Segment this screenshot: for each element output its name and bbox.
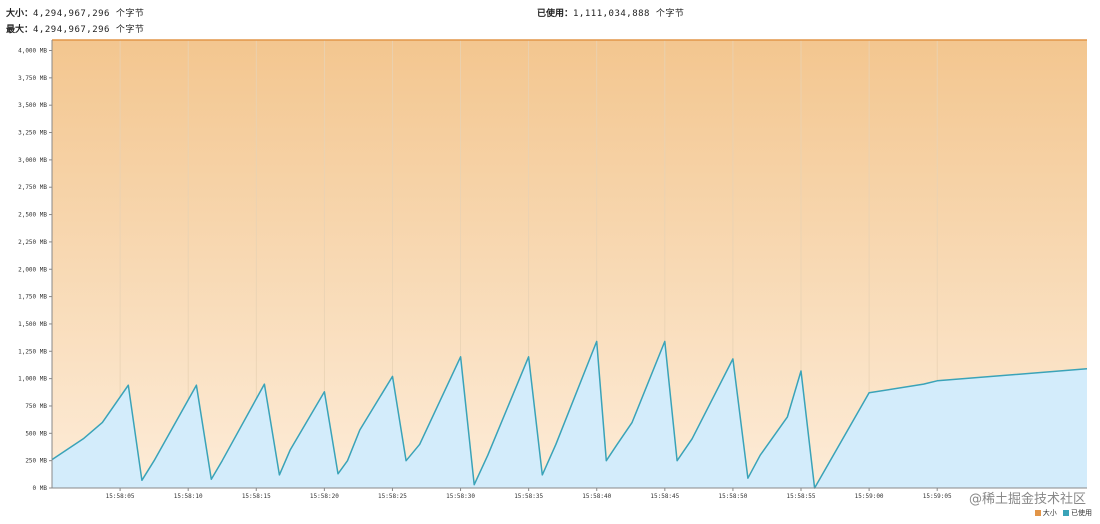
used-readout: 已使用：1,111,034,888 个字节 (537, 6, 684, 19)
max-value: 4,294,967,296 个字节 (33, 25, 145, 35)
y-tick-label: 1,250 MB (18, 348, 47, 355)
x-tick-label: 15:59:00 (855, 493, 884, 500)
y-tick-label: 500 MB (25, 430, 47, 437)
size-label: 大小： (6, 9, 34, 19)
x-tick-label: 15:58:35 (514, 493, 543, 500)
max-label: 最大： (6, 25, 34, 35)
y-tick-label: 3,750 MB (18, 75, 47, 82)
y-tick-label: 250 MB (25, 458, 47, 465)
x-tick-label: 15:58:50 (718, 493, 747, 500)
y-tick-label: 2,500 MB (18, 212, 47, 219)
legend-label-used: 已使用 (1071, 509, 1092, 517)
y-tick-label: 3,000 MB (18, 157, 47, 164)
y-tick-label: 1,000 MB (18, 376, 47, 383)
y-tick-label: 750 MB (25, 403, 47, 410)
x-tick-label: 15:58:40 (582, 493, 611, 500)
used-value: 1,111,034,888 个字节 (573, 9, 685, 19)
y-tick-label: 0 MB (33, 485, 48, 492)
y-tick-label: 3,250 MB (18, 130, 47, 137)
y-tick-label: 1,750 MB (18, 294, 47, 301)
y-tick-label: 2,750 MB (18, 184, 47, 191)
y-tick-label: 1,500 MB (18, 321, 47, 328)
y-tick-label: 4,000 MB (18, 48, 47, 55)
x-tick-label: 15:58:45 (650, 493, 679, 500)
used-area (52, 341, 1087, 488)
used-label: 已使用： (537, 9, 574, 19)
x-tick-label: 15:59:05 (923, 493, 952, 500)
x-tick-label: 15:58:10 (174, 493, 203, 500)
chart-legend: 大小 已使用 (1034, 508, 1092, 518)
x-tick-label: 15:58:25 (378, 493, 407, 500)
y-tick-label: 3,500 MB (18, 102, 47, 109)
used-series-line (51, 340, 1088, 489)
x-tick-label: 15:58:20 (310, 493, 339, 500)
size-readout: 大小：4,294,967,296 个字节 (6, 6, 144, 19)
x-tick-label: 15:58:15 (242, 493, 271, 500)
x-tick-label: 15:58:55 (787, 493, 816, 500)
y-tick-label: 2,000 MB (18, 266, 47, 273)
y-tick-label: 2,250 MB (18, 239, 47, 246)
size-value: 4,294,967,296 个字节 (33, 9, 145, 19)
max-readout: 最大：4,294,967,296 个字节 (6, 22, 144, 35)
legend-swatch-size (1034, 510, 1041, 516)
legend-swatch-used (1063, 510, 1069, 516)
watermark: @稀土掘金技术社区 (968, 492, 1086, 507)
x-tick-label: 15:58:30 (446, 493, 475, 500)
legend-label-size: 大小 (1042, 509, 1057, 517)
x-tick-label: 15:58:05 (106, 493, 135, 500)
